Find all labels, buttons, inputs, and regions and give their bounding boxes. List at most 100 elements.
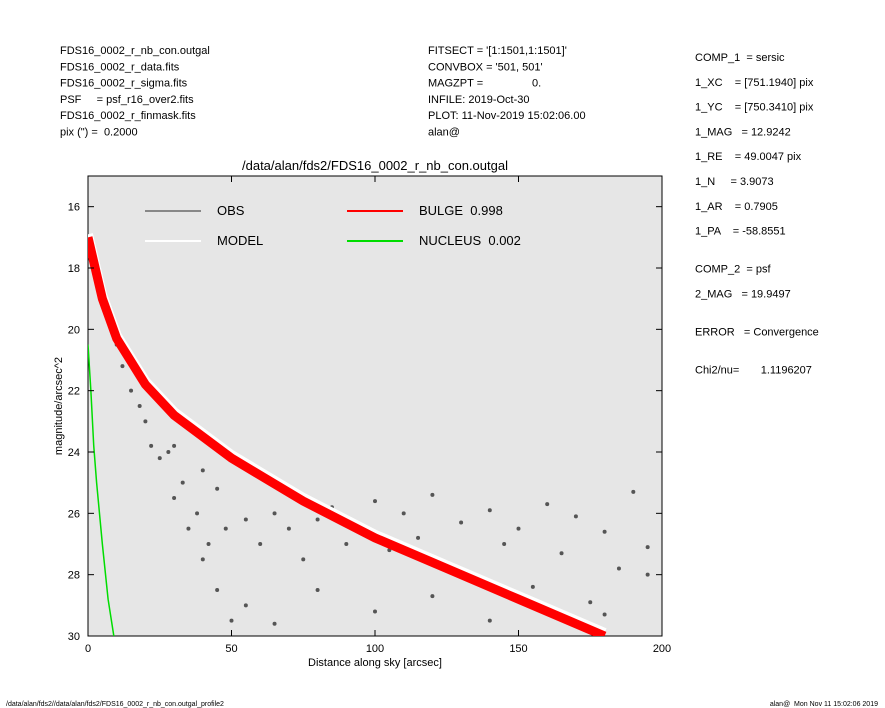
obs-point bbox=[186, 526, 191, 531]
fit-parameter: 1_MAG = 12.9242 bbox=[695, 126, 791, 138]
obs-point bbox=[172, 496, 177, 500]
obs-point bbox=[157, 456, 162, 461]
y-tick-label: 20 bbox=[68, 324, 80, 336]
fit-parameter: ERROR = Convergence bbox=[695, 326, 819, 338]
header-left-line: FDS16_0002_r_data.fits bbox=[60, 61, 180, 73]
legend-label: MODEL bbox=[217, 233, 263, 248]
legend-label: BULGE 0.998 bbox=[419, 203, 503, 218]
obs-point bbox=[172, 443, 177, 448]
obs-point bbox=[602, 529, 607, 534]
obs-point bbox=[631, 489, 636, 494]
obs-point bbox=[373, 499, 377, 504]
obs-point bbox=[200, 468, 205, 473]
x-tick-label: 0 bbox=[85, 643, 91, 655]
obs-point bbox=[502, 542, 507, 546]
obs-point bbox=[645, 572, 650, 577]
obs-point bbox=[459, 520, 464, 525]
y-tick-label: 18 bbox=[68, 263, 80, 275]
plot-area bbox=[87, 175, 663, 637]
y-tick-label: 22 bbox=[68, 386, 80, 398]
footer-right: alan@ Mon Nov 11 15:02:06 2019 bbox=[770, 701, 878, 708]
x-tick-label: 100 bbox=[366, 643, 384, 655]
fit-parameter: 1_AR = 0.7905 bbox=[695, 201, 778, 213]
header-left-line: FDS16_0002_r_finmask.fits bbox=[60, 110, 196, 122]
fit-parameter: COMP_1 = sersic bbox=[695, 52, 785, 64]
obs-point bbox=[530, 584, 535, 589]
y-tick-label: 16 bbox=[68, 202, 80, 214]
header-middle-line: MAGZPT = 0. bbox=[428, 78, 541, 90]
obs-point bbox=[401, 511, 406, 516]
x-tick-label: 200 bbox=[653, 643, 671, 655]
obs-point bbox=[301, 557, 306, 562]
legend-label: NUCLEUS 0.002 bbox=[419, 233, 521, 248]
fit-parameter: 1_XC = [751.1940] pix bbox=[695, 77, 814, 89]
header-left-line: FDS16_0002_r_sigma.fits bbox=[60, 78, 188, 90]
obs-point bbox=[223, 526, 228, 531]
obs-point bbox=[137, 404, 142, 408]
header-middle-line: alan@ bbox=[428, 127, 460, 139]
obs-point bbox=[559, 551, 564, 556]
header-left-line: FDS16_0002_r_nb_con.outgal bbox=[60, 45, 210, 57]
obs-point bbox=[315, 517, 320, 522]
obs-point bbox=[229, 618, 234, 623]
obs-point bbox=[195, 511, 200, 516]
obs-point bbox=[166, 450, 171, 454]
header-left-line: pix (") = 0.2000 bbox=[60, 127, 138, 139]
header-middle-line: CONVBOX = '501, 501' bbox=[428, 61, 543, 73]
obs-point bbox=[344, 542, 349, 546]
x-tick-label: 150 bbox=[509, 643, 527, 655]
fit-parameter: 1_RE = 49.0047 pix bbox=[695, 151, 802, 163]
obs-point bbox=[616, 566, 621, 571]
obs-point bbox=[430, 492, 435, 497]
chart-title: /data/alan/fds2/FDS16_0002_r_nb_con.outg… bbox=[242, 158, 508, 173]
fit-parameter: 1_PA = -58.8551 bbox=[695, 226, 786, 238]
obs-point bbox=[243, 517, 248, 522]
fit-parameter: 1_YC = [750.3410] pix bbox=[695, 102, 814, 114]
header-middle-line: FITSECT = '[1:1501,1:1501]' bbox=[428, 45, 567, 57]
obs-point bbox=[416, 535, 421, 540]
obs-point bbox=[487, 618, 492, 623]
x-tick-label: 50 bbox=[225, 643, 237, 655]
obs-point bbox=[272, 621, 277, 626]
fit-parameter: Chi2/nu= 1.1196207 bbox=[695, 364, 812, 376]
obs-point bbox=[545, 502, 550, 507]
y-tick-label: 24 bbox=[68, 447, 80, 459]
obs-point bbox=[215, 588, 220, 592]
obs-point bbox=[602, 612, 607, 617]
y-tick-label: 28 bbox=[68, 570, 80, 582]
obs-point bbox=[645, 545, 650, 550]
obs-point bbox=[129, 388, 134, 393]
obs-point bbox=[149, 443, 154, 448]
obs-point bbox=[588, 600, 593, 605]
obs-point bbox=[516, 526, 521, 531]
obs-point bbox=[206, 542, 211, 546]
obs-point bbox=[243, 603, 248, 608]
fit-parameter: COMP_2 = psf bbox=[695, 264, 771, 276]
obs-point bbox=[180, 480, 185, 485]
obs-point bbox=[286, 526, 291, 531]
obs-point bbox=[487, 508, 492, 513]
obs-point bbox=[120, 364, 125, 369]
obs-point bbox=[272, 511, 277, 516]
y-axis-label: magnitude/arcsec^2 bbox=[53, 357, 65, 455]
obs-point bbox=[315, 588, 320, 592]
legend-label: OBS bbox=[217, 203, 245, 218]
obs-point bbox=[200, 557, 205, 562]
obs-point bbox=[573, 514, 578, 519]
fit-parameter: 1_N = 3.9073 bbox=[695, 176, 774, 188]
y-tick-label: 26 bbox=[68, 508, 80, 520]
obs-point bbox=[373, 609, 377, 614]
y-tick-label: 30 bbox=[68, 631, 80, 643]
header-middle-line: INFILE: 2019-Oct-30 bbox=[428, 94, 530, 106]
fit-parameter: 2_MAG = 19.9497 bbox=[695, 288, 791, 300]
obs-point bbox=[143, 419, 148, 424]
obs-point bbox=[215, 486, 220, 491]
profile-line bbox=[88, 236, 607, 636]
obs-point bbox=[430, 594, 435, 599]
obs-point bbox=[258, 542, 263, 546]
header-middle-line: PLOT: 11-Nov-2019 15:02:06.00 bbox=[428, 110, 586, 122]
x-axis-label: Distance along sky [arcsec] bbox=[308, 657, 442, 669]
footer-left: /data/alan/fds2//data/alan/fds2/FDS16_00… bbox=[6, 701, 224, 708]
